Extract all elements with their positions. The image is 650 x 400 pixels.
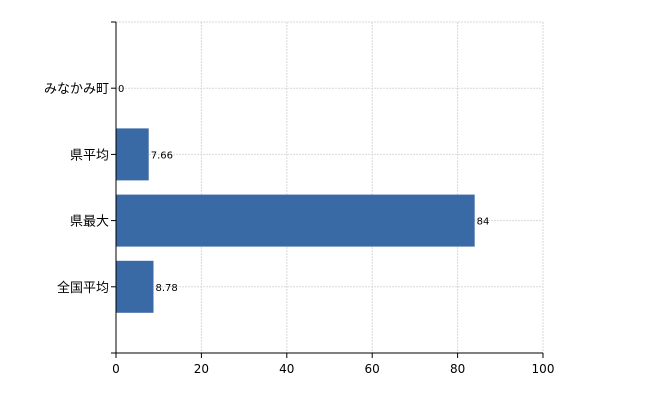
data-label: 8.78 (155, 283, 177, 294)
x-tick-label: 100 (532, 362, 555, 376)
bar (116, 128, 149, 181)
data-label: 7.66 (151, 150, 173, 161)
x-tick-label: 20 (194, 362, 209, 376)
grid-lines (116, 21, 544, 353)
category-label: みなかみ町 (44, 82, 109, 97)
x-tick-label: 80 (450, 362, 465, 376)
category-label: 県平均 (70, 148, 109, 163)
x-tick-label: 40 (279, 362, 294, 376)
axes (111, 21, 544, 358)
bars (116, 128, 475, 313)
x-tick-label: 0 (112, 362, 120, 376)
bar (116, 194, 475, 247)
data-label: 84 (477, 217, 490, 228)
category-label: 全国平均 (57, 280, 109, 296)
category-label: 県最大 (70, 215, 109, 230)
x-tick-label: 60 (365, 362, 380, 376)
bar (116, 260, 154, 313)
data-label: 0 (118, 84, 124, 95)
